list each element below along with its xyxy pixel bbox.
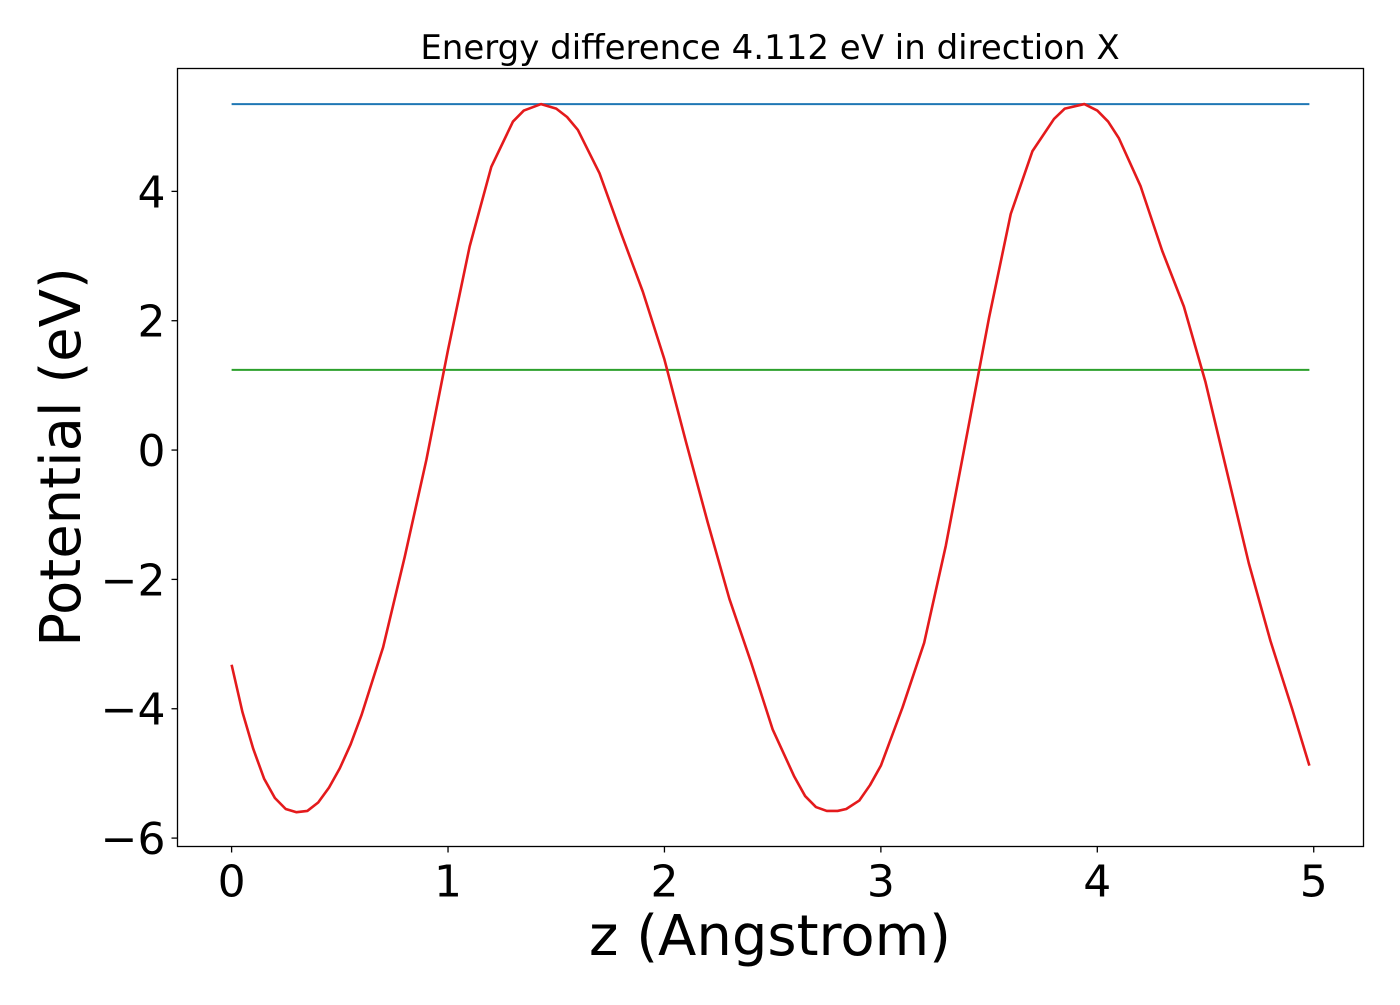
x-tick-label: 4: [1083, 857, 1111, 908]
x-tick-label: 1: [434, 857, 462, 908]
chart-title: Energy difference 4.112 eV in direction …: [420, 28, 1119, 68]
y-tick-label: −2: [101, 555, 166, 606]
tick-layer: 0 1 2 3 4 5 −6 −4 −2 0 2 4: [101, 167, 1328, 907]
x-tick-label: 0: [218, 857, 246, 908]
y-tick-label: 2: [138, 297, 166, 348]
y-tick-label: −4: [101, 685, 166, 736]
x-tick-label: 5: [1300, 857, 1328, 908]
plot-area-frame: [176, 67, 1365, 848]
y-tick-label: 0: [138, 426, 166, 477]
series-layer: [230, 102, 1311, 814]
y-axis-label: Potential (eV): [29, 267, 94, 647]
x-axis-label: z (Angstrom): [589, 904, 951, 969]
potential-curve: [230, 102, 1311, 814]
y-tick-label: 4: [138, 167, 166, 218]
x-tick-label: 2: [650, 857, 678, 908]
x-tick-label: 3: [867, 857, 895, 908]
y-tick-label: −6: [101, 814, 166, 865]
